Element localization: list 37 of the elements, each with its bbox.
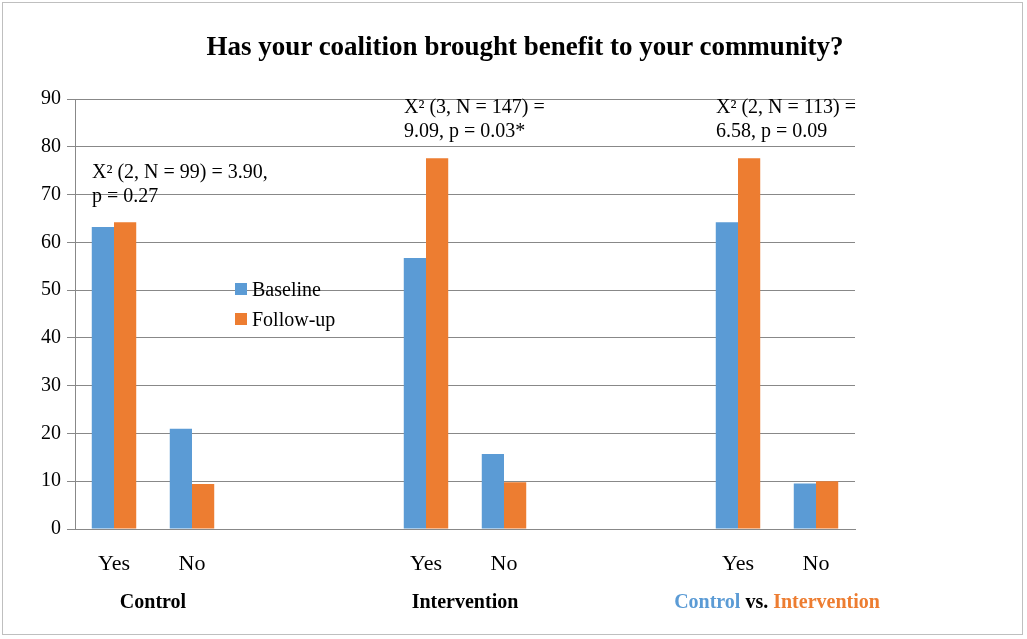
bar (114, 222, 137, 529)
text: Intervention (411, 590, 519, 613)
chart-title: Has your coalition brought benefit to your community? (206, 30, 844, 61)
bar (715, 222, 738, 529)
legend-label: Baseline (251, 276, 322, 302)
bar (738, 158, 761, 529)
x-tick-label: No (490, 549, 518, 575)
y-tick-label: 90 (41, 86, 61, 109)
x-tick-label: No (802, 549, 830, 575)
y-tick-label: 30 (41, 372, 61, 395)
legend-label: Follow-up (251, 306, 336, 333)
bar (426, 158, 449, 529)
y-tick-label: 0 (51, 516, 61, 539)
y-tick-label: 10 (41, 468, 61, 491)
x-tick-label: Yes (97, 549, 131, 575)
bar (481, 453, 504, 529)
bar (91, 227, 114, 529)
y-tick-label: 80 (41, 134, 61, 157)
bar (192, 484, 215, 529)
bar (816, 481, 839, 529)
annotation: X² (2, N = 99) = 3.90, p = 0.27 (92, 159, 268, 207)
text: Control vs. Intervention (674, 590, 880, 613)
text: Control (119, 590, 187, 613)
x-tick-label: Yes (721, 549, 755, 575)
annotation: X² (2, N = 113) = 6.58, p = 0.09 (716, 95, 857, 143)
bar (793, 483, 816, 529)
y-tick-label: 20 (41, 420, 61, 443)
annotation: X² (3, N = 147) = 9.09, p = 0.03* (404, 95, 545, 143)
bar (504, 482, 527, 529)
x-tick-label: No (178, 549, 206, 575)
bar (169, 428, 192, 529)
y-tick-label: 40 (41, 325, 61, 348)
bar (403, 258, 426, 529)
x-tick-label: Yes (409, 549, 443, 575)
y-tick-label: 60 (41, 229, 61, 252)
y-tick-label: 50 (41, 277, 61, 300)
y-tick-label: 70 (41, 181, 61, 204)
